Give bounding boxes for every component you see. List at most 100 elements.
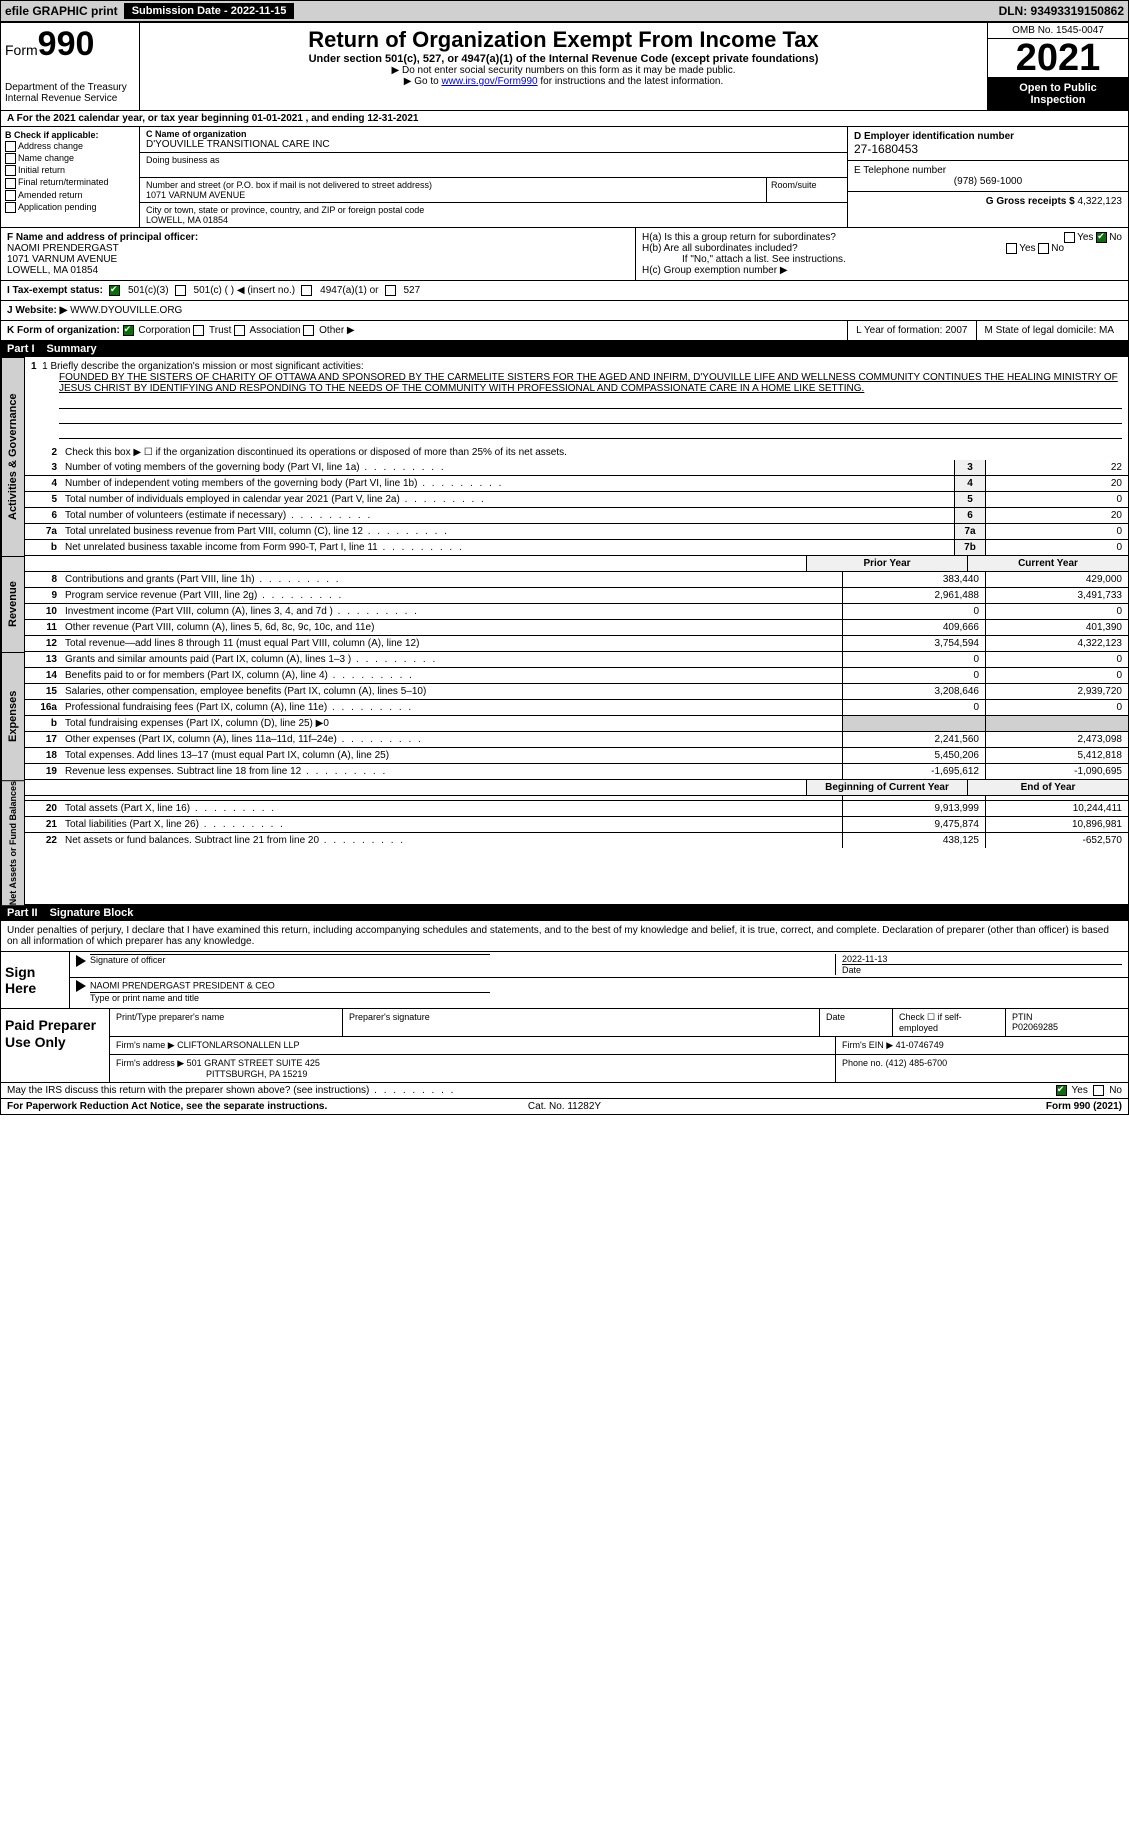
c18: 5,412,818 <box>985 748 1128 763</box>
sig-date-label: Date <box>842 964 1122 975</box>
cb-label: Initial return <box>18 165 65 175</box>
cb-assoc[interactable] <box>234 325 245 336</box>
open-public-badge: Open to Public Inspection <box>988 78 1128 110</box>
sig-date: 2022-11-13 <box>842 954 1122 964</box>
cb-501c[interactable] <box>175 285 186 296</box>
form-number: 990 <box>38 25 95 63</box>
cb-527[interactable] <box>385 285 396 296</box>
dln-label: DLN: 93493319150862 <box>999 4 1124 18</box>
footer-catno: Cat. No. 11282Y <box>379 1101 751 1112</box>
irs-label: Internal Revenue Service <box>5 93 135 104</box>
vtab-net-assets: Net Assets or Fund Balances <box>1 780 25 905</box>
no-label: No <box>1109 1085 1122 1096</box>
hb-no-checkbox[interactable] <box>1038 243 1049 254</box>
line-19: Revenue less expenses. Subtract line 18 … <box>61 764 842 779</box>
form-prefix: Form <box>5 42 38 58</box>
yes-label: Yes <box>1072 1085 1088 1096</box>
cb-501c3[interactable] <box>109 285 120 296</box>
line-21: Total liabilities (Part X, line 26) <box>61 817 842 832</box>
gross-receipts-label: G Gross receipts $ <box>986 196 1075 207</box>
hb-yes-checkbox[interactable] <box>1006 243 1017 254</box>
hc-label: H(c) Group exemption number ▶ <box>642 265 1122 276</box>
checkbox-amended[interactable] <box>5 190 16 201</box>
cb-other[interactable] <box>303 325 314 336</box>
checkbox-name-change[interactable] <box>5 153 16 164</box>
officer-addr1: 1071 VARNUM AVENUE <box>7 254 629 265</box>
box-b: B Check if applicable: Address change Na… <box>1 127 140 227</box>
year-formation: L Year of formation: 2007 <box>847 321 975 340</box>
firm-phone-label: Phone no. <box>842 1058 883 1068</box>
vtab-expenses: Expenses <box>1 652 25 780</box>
line-20: Total assets (Part X, line 16) <box>61 801 842 816</box>
box-f-label: F Name and address of principal officer: <box>7 232 629 243</box>
opt-527: 527 <box>404 285 421 296</box>
line-12: Total revenue—add lines 8 through 11 (mu… <box>61 636 842 651</box>
ein-value: 27-1680453 <box>854 142 1122 156</box>
submission-date-button[interactable]: Submission Date - 2022-11-15 <box>124 3 295 19</box>
val-5: 0 <box>985 492 1128 507</box>
arrow-icon <box>76 955 86 967</box>
state-domicile: M State of legal domicile: MA <box>976 321 1123 340</box>
header-left: Form990 Department of the Treasury Inter… <box>1 23 140 110</box>
name-title-label: Type or print name and title <box>90 992 490 1003</box>
goto-post: for instructions and the latest informat… <box>538 76 724 87</box>
goto-pre: ▶ Go to <box>404 76 442 87</box>
line-13: Grants and similar amounts paid (Part IX… <box>61 652 842 667</box>
form-header: Form990 Department of the Treasury Inter… <box>1 23 1128 111</box>
firm-ein-label: Firm's EIN ▶ <box>842 1040 893 1050</box>
p11: 409,666 <box>842 620 985 635</box>
p8: 383,440 <box>842 572 985 587</box>
org-name: D'YOUVILLE TRANSITIONAL CARE INC <box>146 139 841 150</box>
signature-intro: Under penalties of perjury, I declare th… <box>1 921 1128 952</box>
may-irs-yes-checkbox[interactable] <box>1056 1085 1067 1096</box>
box-c-label: C Name of organization <box>146 129 841 139</box>
mission-label: 1 Briefly describe the organization's mi… <box>42 361 364 372</box>
p13: 0 <box>842 652 985 667</box>
p9: 2,961,488 <box>842 588 985 603</box>
ha-yes-checkbox[interactable] <box>1064 232 1075 243</box>
form-subtitle: Under section 501(c), 527, or 4947(a)(1)… <box>144 53 983 65</box>
c19: -1,090,695 <box>985 764 1128 779</box>
street-address: 1071 VARNUM AVENUE <box>146 190 766 200</box>
section-b-c-d-e: B Check if applicable: Address change Na… <box>1 127 1128 228</box>
cb-corp[interactable] <box>123 325 134 336</box>
may-irs-no-checkbox[interactable] <box>1093 1085 1104 1096</box>
firm-name-label: Firm's name ▶ <box>116 1040 175 1050</box>
header-mid: Return of Organization Exempt From Incom… <box>140 23 987 110</box>
p16b-shade <box>842 716 985 731</box>
p12: 3,754,594 <box>842 636 985 651</box>
checkbox-initial-return[interactable] <box>5 165 16 176</box>
p19: -1,695,612 <box>842 764 985 779</box>
firm-addr1: 501 GRANT STREET SUITE 425 <box>187 1058 320 1068</box>
val-4: 20 <box>985 476 1128 491</box>
line-14: Benefits paid to or for members (Part IX… <box>61 668 842 683</box>
sp <box>985 796 1128 800</box>
opt-501c3: 501(c)(3) <box>128 285 169 296</box>
form-footer: For Paperwork Reduction Act Notice, see … <box>1 1098 1128 1114</box>
c10: 0 <box>985 604 1128 619</box>
p20: 9,913,999 <box>842 801 985 816</box>
paid-preparer-label: Paid Preparer Use Only <box>1 1009 109 1082</box>
arrow-icon <box>76 980 86 992</box>
cb-trust[interactable] <box>193 325 204 336</box>
p22: 438,125 <box>842 833 985 848</box>
line-5: Total number of individuals employed in … <box>61 492 954 507</box>
firm-ein: 41-0746749 <box>896 1040 944 1050</box>
line-3: Number of voting members of the governin… <box>61 460 954 475</box>
p16a: 0 <box>842 700 985 715</box>
checkbox-address-change[interactable] <box>5 141 16 152</box>
row-i-tax-status: I Tax-exempt status: 501(c)(3) 501(c) ( … <box>1 281 1128 301</box>
sign-here-section: Sign Here Signature of officer 2022-11-1… <box>1 952 1128 1009</box>
p21: 9,475,874 <box>842 817 985 832</box>
line-11: Other revenue (Part VIII, column (A), li… <box>61 620 842 635</box>
checkbox-final-return[interactable] <box>5 178 16 189</box>
c8: 429,000 <box>985 572 1128 587</box>
opt-4947: 4947(a)(1) or <box>320 285 378 296</box>
opt-trust: Trust <box>209 325 231 336</box>
ha-no-checkbox[interactable] <box>1096 232 1107 243</box>
checkbox-app-pending[interactable] <box>5 202 16 213</box>
mission-text: FOUNDED BY THE SISTERS OF CHARITY OF OTT… <box>59 372 1122 394</box>
cb-4947[interactable] <box>301 285 312 296</box>
irs-link[interactable]: www.irs.gov/Form990 <box>441 76 537 87</box>
line-2: Check this box ▶ ☐ if the organization d… <box>61 445 1128 460</box>
